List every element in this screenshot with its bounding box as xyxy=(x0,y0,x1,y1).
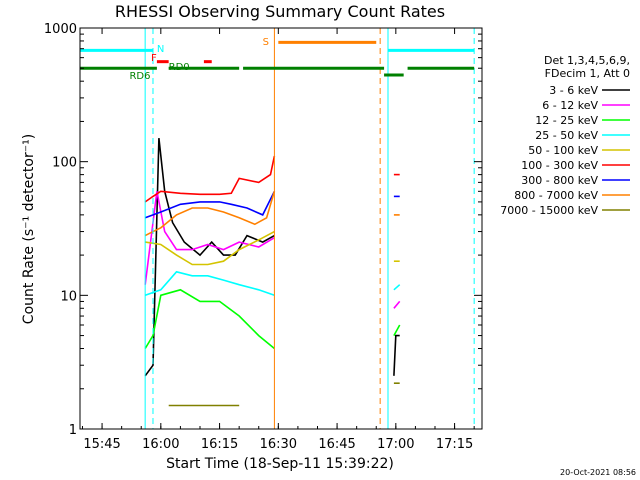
x-tick-label-5: 17:00 xyxy=(377,437,414,452)
legend-header-0: Det 1,3,4,5,6,9, xyxy=(544,54,630,67)
series-line-2-0 xyxy=(144,288,275,350)
series-line-7-0 xyxy=(144,191,276,237)
annotation-label-RD0: RD0 xyxy=(169,62,190,73)
series-line-1-1 xyxy=(393,300,401,309)
legend-label-0: 3 - 6 keV xyxy=(549,84,598,97)
series-line-4-0 xyxy=(145,230,275,266)
series-line-3-1 xyxy=(393,284,401,291)
legend-label-3: 25 - 50 keV xyxy=(535,129,598,142)
annotation-label-RD6: RD6 xyxy=(129,71,150,82)
x-tick-label-3: 16:30 xyxy=(260,437,297,452)
legend-label-4: 50 - 100 keV xyxy=(528,144,598,157)
series-layer xyxy=(144,138,401,407)
series-line-3-0 xyxy=(144,270,275,297)
legend-label-1: 6 - 12 keV xyxy=(542,99,598,112)
y-tick-label-3: 1000 xyxy=(44,22,77,37)
plot-frame xyxy=(79,27,483,430)
legend-label-8: 7000 - 15000 keV xyxy=(500,204,598,217)
y-axis-label: Count Rate (s⁻¹ detector⁻¹) xyxy=(21,134,37,324)
legend-label-2: 12 - 25 keV xyxy=(535,114,598,127)
y-tick-label-2: 100 xyxy=(52,156,77,171)
legend-label-7: 800 - 7000 keV xyxy=(514,189,598,202)
series-line-6-0 xyxy=(144,190,276,219)
chart-title: RHESSI Observing Summary Count Rates xyxy=(115,2,445,21)
annotation-label-N: N xyxy=(157,44,164,55)
y-tick-label-1: 10 xyxy=(60,289,77,304)
axes: 15:45 16:00 16:15 16:30 16:45 17:00 17:15 1 10 10… xyxy=(44,22,482,452)
legend-label-5: 100 - 300 keV xyxy=(521,159,598,172)
x-tick-label-0: 15:45 xyxy=(83,437,120,452)
annotation-layer: N S F RD0 RD6 xyxy=(79,28,475,429)
annotation-label-S: S xyxy=(263,37,269,48)
series-line-5-0 xyxy=(144,155,276,203)
legend-label-6: 300 - 800 keV xyxy=(521,174,598,187)
legend-header-1: FDecim 1, Att 0 xyxy=(545,67,630,80)
y-tick-label-0: 1 xyxy=(69,423,77,438)
x-tick-label-2: 16:15 xyxy=(201,437,238,452)
x-axis-label: Start Time (18-Sep-11 15:39:22) xyxy=(166,456,394,472)
legend: Det 1,3,4,5,6,9,FDecim 1, Att 0 3 - 6 keV… xyxy=(500,54,630,217)
series-line-1-0 xyxy=(144,191,275,285)
series-line-0-1 xyxy=(393,334,400,376)
x-tick-label-4: 16:45 xyxy=(318,437,355,452)
series-line-0-0 xyxy=(144,138,275,377)
series-line-2-1 xyxy=(393,324,401,336)
timestamp: 20-Oct-2021 08:56 xyxy=(560,468,636,477)
x-tick-label-1: 16:00 xyxy=(142,437,179,452)
annotation-label-F: F xyxy=(151,53,157,64)
x-tick-label-6: 17:15 xyxy=(436,437,473,452)
